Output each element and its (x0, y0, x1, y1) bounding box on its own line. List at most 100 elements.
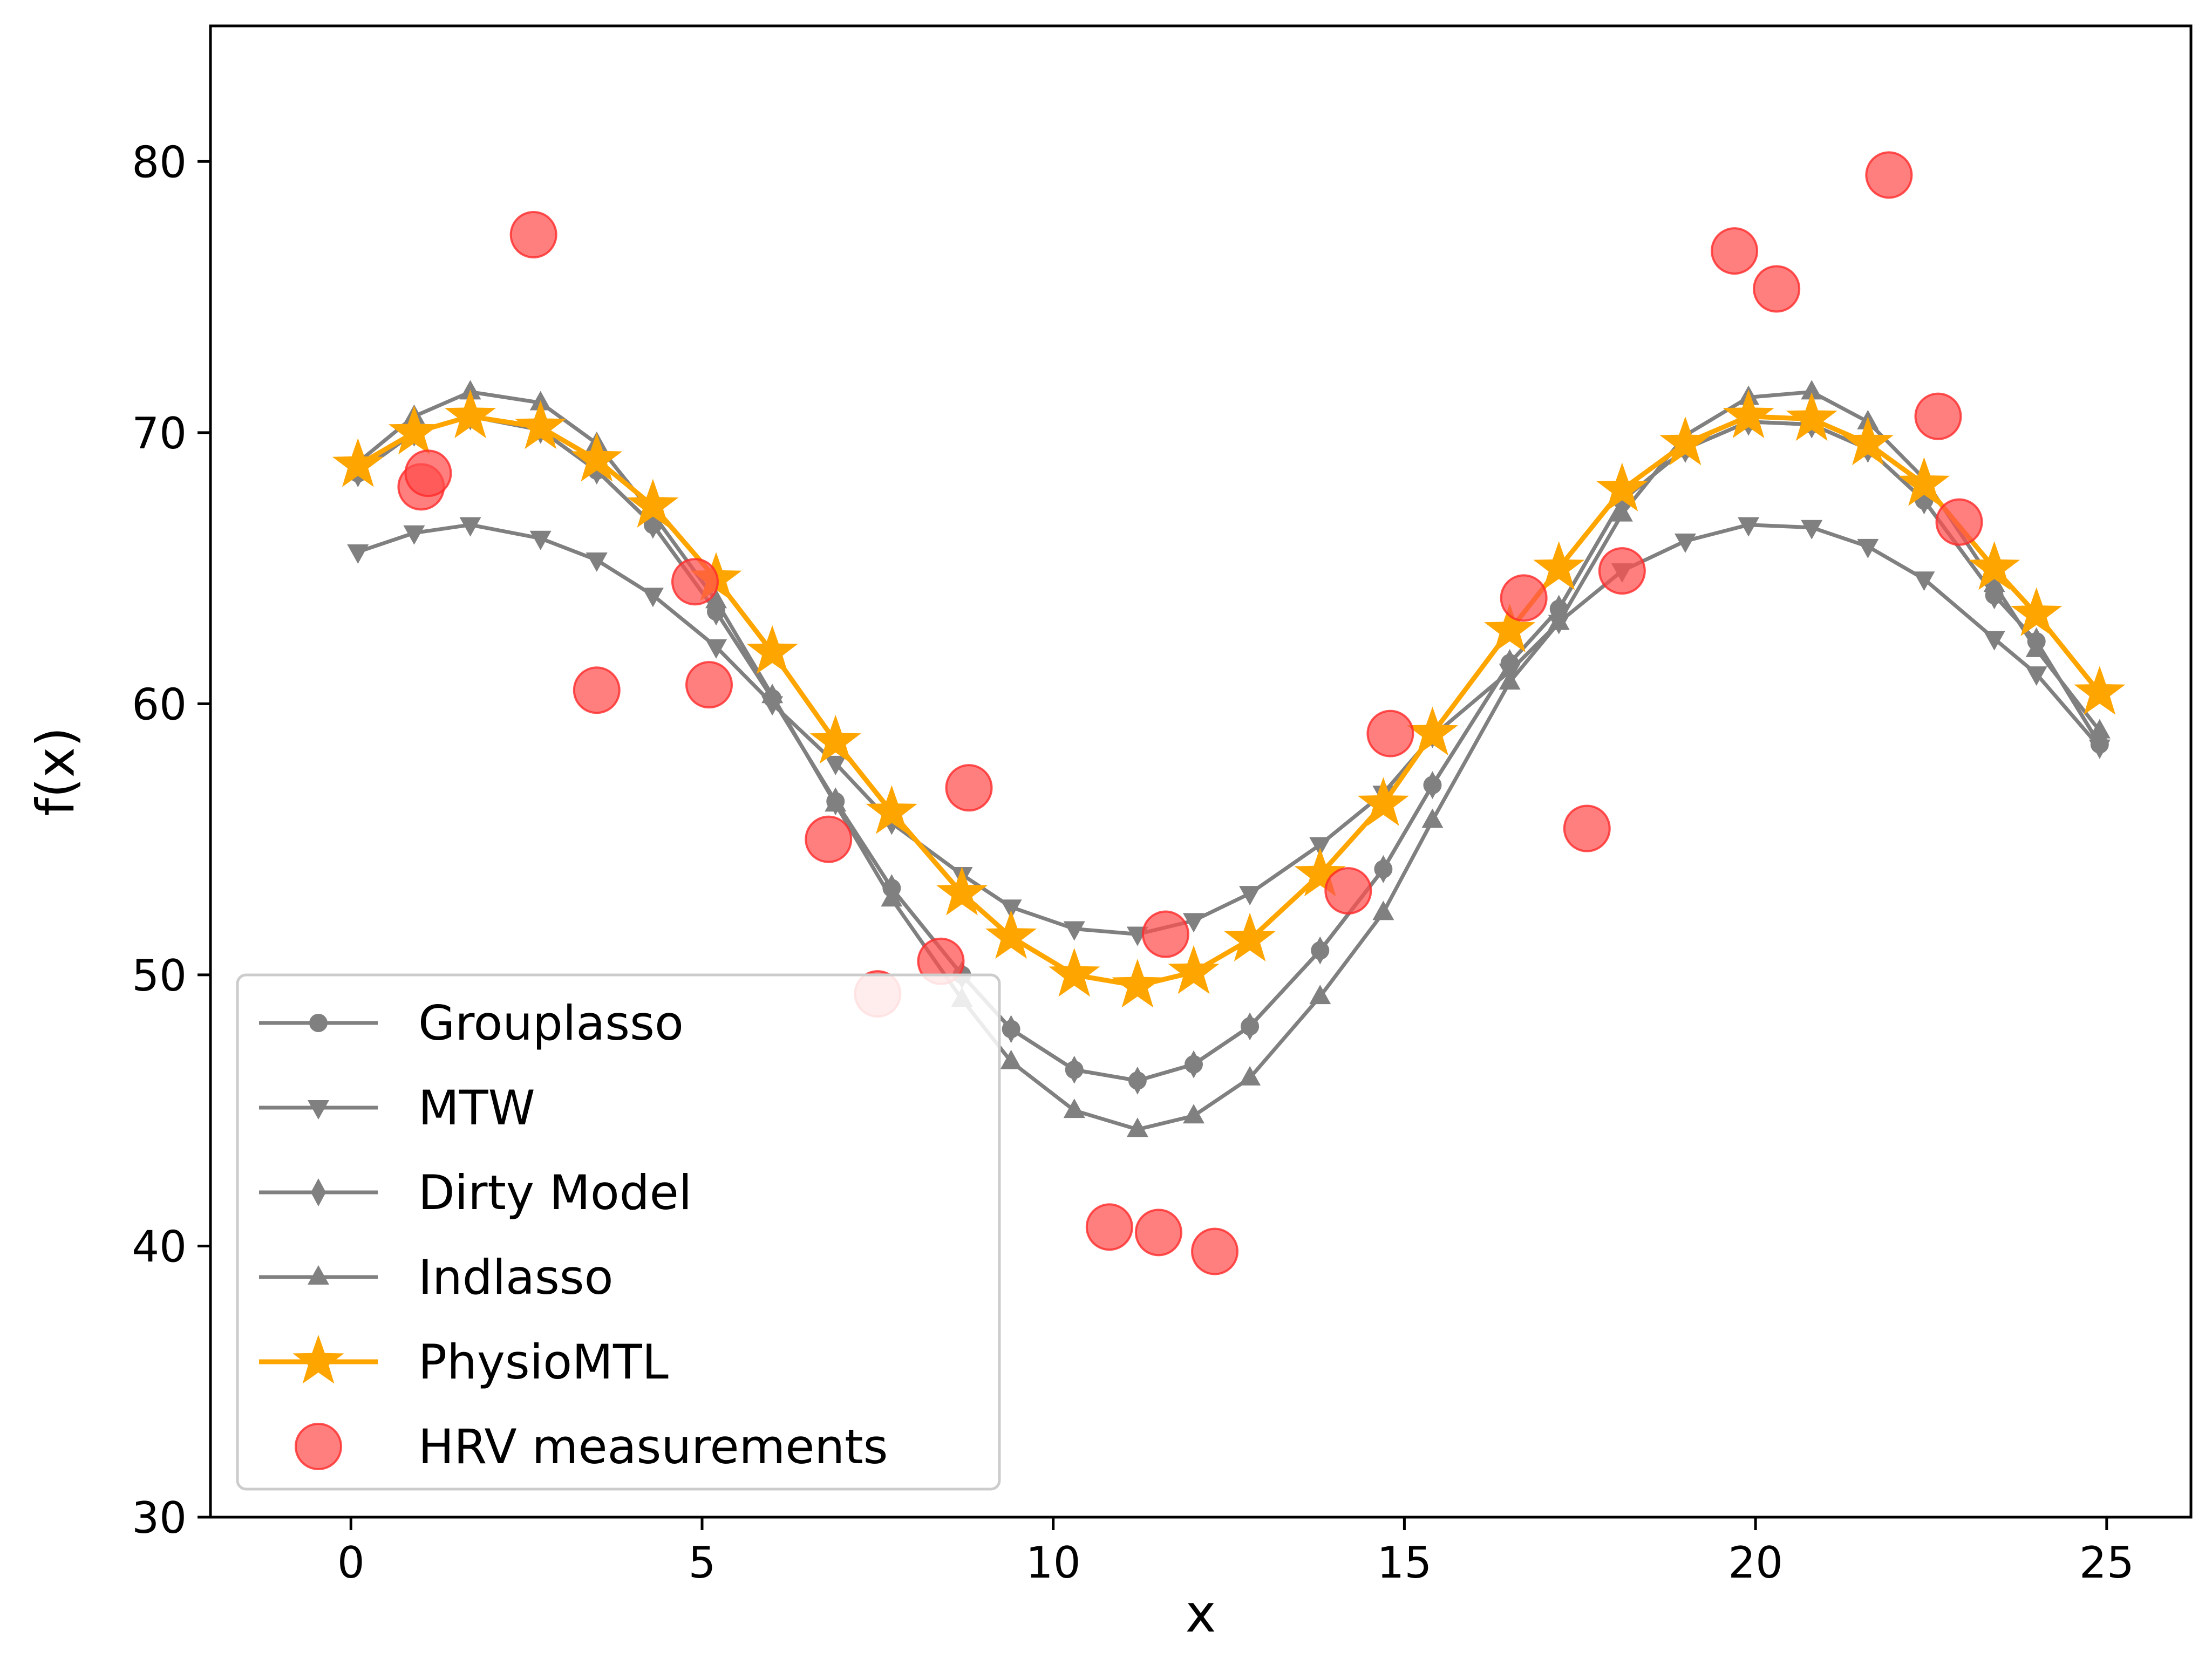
x-tick-label: 10 (1026, 1538, 1081, 1588)
dirty-model-point (1129, 1066, 1145, 1095)
legend-label-mtw: MTW (418, 1080, 535, 1136)
y-tick-label: 40 (132, 1221, 187, 1272)
series-physiomtl (332, 389, 2126, 1008)
physiomtl-point (1484, 603, 1536, 653)
legend: Grouplasso MTW Dirty Model Indlasso PhysioMT… (236, 973, 1001, 1491)
indlasso-point (1801, 380, 1823, 400)
hrv-point (671, 558, 719, 606)
series-hrv-measurements (397, 151, 1983, 1275)
mtw-point (1309, 837, 1331, 857)
hrv-point (685, 661, 733, 709)
legend-label-physiomtl: PhysioMTL (418, 1334, 669, 1390)
y-tick-label: 80 (132, 137, 187, 187)
physiomtl-point (1898, 457, 1950, 506)
hrv-point (945, 764, 993, 812)
mtw-point (347, 544, 369, 564)
physiomtl-point (1596, 462, 1648, 511)
physiomtl-point (388, 405, 440, 455)
dirty-model-point (1186, 1050, 1201, 1079)
mtw-point (403, 525, 425, 545)
mtw-point (1801, 520, 1823, 540)
legend-marker-dirty-model (311, 1178, 326, 1206)
physiomtl-point (1224, 912, 1276, 961)
legend-marker-hrv-measurements (295, 1423, 342, 1470)
dirty-model-point (1425, 771, 1440, 800)
x-axis-label: x (1186, 1584, 1216, 1644)
hrv-point (404, 449, 452, 497)
mtw-point (1738, 517, 1760, 537)
x-tick-label: 20 (1728, 1538, 1783, 1588)
indlasso-point (1182, 1104, 1204, 1124)
dirty-model-point (1376, 855, 1391, 883)
physiomtl-point (571, 433, 623, 482)
physiomtl-point (515, 400, 567, 449)
physiomtl-point (1112, 959, 1163, 1008)
physiomtl-point (1533, 541, 1585, 590)
physiomtl-point (866, 785, 917, 834)
physiomtl-point (936, 866, 988, 916)
indlasso-point (1421, 808, 1444, 828)
physiomtl-point (2074, 666, 2126, 715)
mtw-point (642, 588, 664, 608)
physiomtl-point (1357, 777, 1409, 826)
mtw-point (1857, 538, 1879, 558)
dirty-model-point (1066, 1055, 1082, 1084)
legend-marker-physiomtl (292, 1335, 344, 1384)
physiomtl-point (985, 910, 1037, 959)
hrv-point (1598, 547, 1646, 595)
hrv-point (1085, 1203, 1133, 1251)
physiomtl-point (1786, 392, 1837, 441)
physiomtl-point (1969, 541, 2020, 590)
indlasso-point (1063, 1098, 1085, 1118)
mtw-point (1063, 921, 1085, 941)
physiomtl-point (2011, 587, 2063, 636)
plot-frame (209, 24, 2193, 1519)
indlasso-point (825, 792, 847, 812)
hrv-point (1935, 498, 1983, 546)
indlasso-point (1372, 900, 1394, 920)
hrv-point (1324, 867, 1372, 915)
indlasso-point (1309, 985, 1331, 1005)
x-tick-label: 5 (689, 1538, 716, 1588)
legend-label-hrv-measurements: HRV measurements (418, 1419, 888, 1475)
y-axis-label: f(x) (25, 727, 86, 816)
indlasso-point (1499, 670, 1521, 690)
physiomtl-point (809, 714, 861, 764)
indlasso-point (881, 887, 903, 907)
legend-label-grouplasso: Grouplasso (418, 995, 684, 1051)
hrv-point (1134, 1209, 1182, 1257)
mtw-point (1239, 886, 1261, 906)
physiomtl-point (1049, 947, 1100, 997)
mtw-point (1674, 533, 1696, 553)
indlasso-point (1239, 1066, 1261, 1086)
x-tick-label: 25 (2079, 1538, 2134, 1588)
physiomtl-point (1659, 416, 1711, 466)
legend-marker-grouplasso (309, 1014, 328, 1032)
y-tick-label: 60 (132, 679, 187, 729)
dirty-model-point (1502, 649, 1517, 677)
hrv-point (1366, 709, 1414, 757)
indlasso-point (2088, 719, 2111, 739)
hrv-point (1500, 574, 1548, 622)
indlasso-point (705, 589, 727, 609)
legend-marker-indlasso (308, 1265, 329, 1285)
y-tick-label: 70 (132, 408, 187, 459)
hrv-point (1865, 151, 1913, 199)
legend-label-indlasso: Indlasso (418, 1250, 614, 1305)
indlasso-point (1126, 1117, 1148, 1137)
physiomtl-point (1723, 389, 1774, 439)
legend-label-dirty-model: Dirty Model (418, 1165, 692, 1220)
physiomtl-point (1168, 945, 1220, 994)
y-tick-label: 30 (132, 1493, 187, 1543)
mtw-point (459, 517, 481, 537)
mtw-point (1983, 631, 2005, 651)
hrv-point (1141, 910, 1189, 958)
physiomtl-point (1842, 416, 1894, 466)
mtw-point (705, 639, 727, 659)
hrv-point (509, 210, 557, 258)
dirty-model-point (1003, 1015, 1019, 1043)
physiomtl-point (627, 479, 679, 528)
x-tick-label: 0 (337, 1538, 365, 1588)
mtw-point (2025, 666, 2047, 686)
mtw-point (586, 552, 608, 572)
